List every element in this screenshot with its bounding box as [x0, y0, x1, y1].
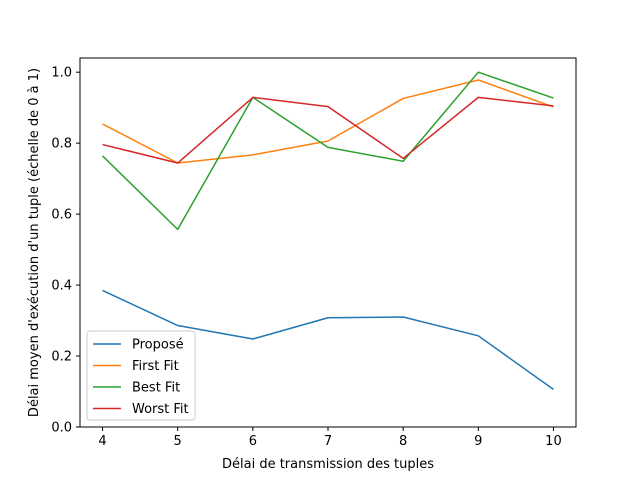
legend-label: Proposé [132, 338, 184, 353]
legend-label: First Fit [132, 359, 179, 374]
x-tick-label: 9 [474, 434, 482, 449]
series-line-3 [102, 96, 554, 164]
y-tick-label: 0.4 [51, 279, 72, 294]
y-tick-label: 0.0 [51, 421, 72, 436]
x-tick-label: 4 [98, 434, 106, 449]
y-tick-label: 0.2 [51, 350, 72, 365]
y-tick-label: 1.0 [51, 66, 72, 81]
x-tick-label: 5 [174, 434, 182, 449]
x-tick-label: 7 [324, 434, 332, 449]
series-line-0 [102, 289, 554, 391]
y-axis-label: Délai moyen d'exécution d'un tuple (éche… [27, 68, 42, 417]
legend-label: Best Fit [132, 381, 180, 396]
x-tick-label: 6 [249, 434, 257, 449]
y-tick-label: 0.8 [51, 137, 72, 152]
series-line-1 [102, 79, 554, 164]
x-tick-label: 8 [399, 434, 407, 449]
series-line-2 [102, 71, 554, 231]
legend-label: Worst Fit [132, 402, 189, 417]
y-tick-label: 0.6 [51, 208, 72, 223]
x-axis-label: Délai de transmission des tuples [222, 457, 434, 472]
legend: Proposé First Fit Best Fit Worst Fit [86, 330, 196, 421]
series-layer [102, 71, 554, 391]
x-tick-label: 10 [545, 434, 562, 449]
legend-frame [86, 330, 196, 421]
y-axis: 0.0 0.2 0.4 0.6 0.8 1.0 [51, 66, 80, 436]
x-axis: 4 5 6 7 8 9 10 [98, 427, 562, 449]
